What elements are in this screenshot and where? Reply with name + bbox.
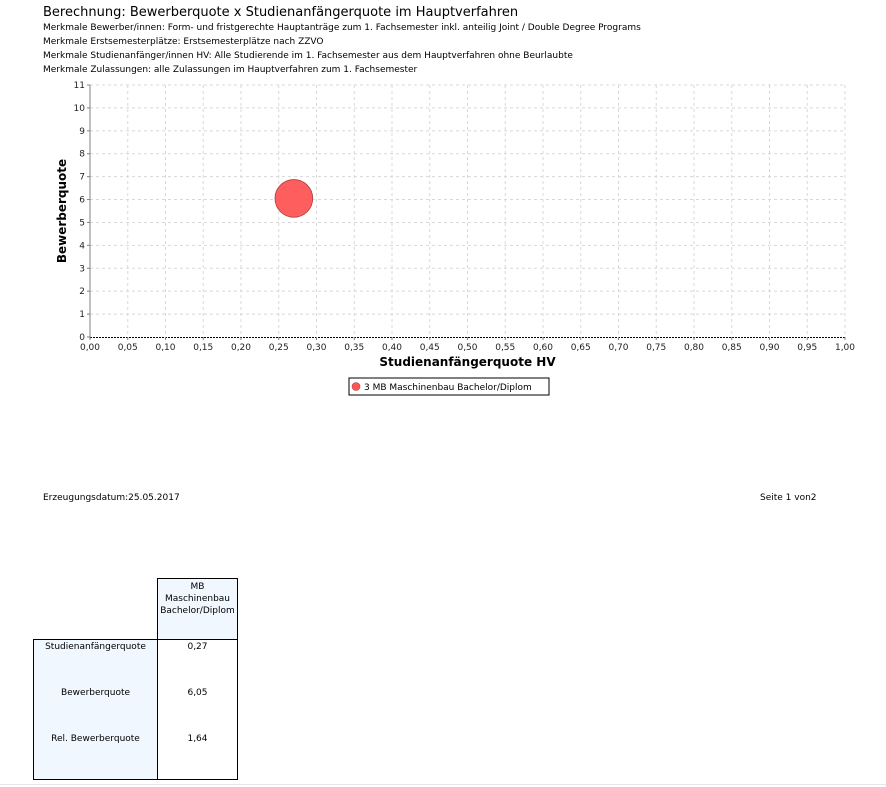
x-tick-label: 0,85 [722, 343, 742, 353]
y-tick-label: 4 [79, 241, 85, 251]
x-tick-label: 0,10 [155, 343, 175, 353]
x-tick-label: 0,80 [684, 343, 704, 353]
x-tick-label: 0,90 [759, 343, 779, 353]
x-tick-label: 0,20 [231, 343, 251, 353]
legend-box [348, 377, 550, 396]
page-number: Seite 1 von2 [760, 493, 817, 503]
x-tick-label: 0,35 [344, 343, 364, 353]
y-tick-label: 8 [79, 150, 85, 160]
value-bewerberquote: 6,05 [187, 688, 208, 698]
y-tick-label: 10 [74, 104, 86, 114]
bubble-chart: 0 1 2 3 4 5 6 7 8 9 10 11 0,00 0,05 0,10 0,15 0,20 0,25 0,… [55, 81, 855, 396]
x-tick-label: 0,70 [608, 343, 628, 353]
table-values: 0,27 6,05 1,64 [157, 639, 238, 780]
x-tick-label: 0,45 [420, 343, 440, 353]
y-tick-label: 11 [74, 81, 85, 91]
x-tick-label: 1,00 [835, 343, 855, 353]
meta-line-beginners: Merkmale Studienanfänger/innen HV: Alle … [43, 51, 573, 61]
x-tick-label: 0,30 [306, 343, 326, 353]
page-bottom-divider [0, 784, 886, 785]
creation-date: Erzeugungsdatum:25.05.2017 [43, 493, 180, 503]
row-label-rel-bewerberquote: Rel. Bewerberquote [51, 734, 140, 744]
column-header-line: Bachelor/Diplom [160, 606, 235, 616]
value-studienanfaengerquote: 0,27 [187, 642, 208, 652]
meta-line-admissions: Merkmale Zulassungen: alle Zulassungen i… [43, 65, 418, 75]
x-tick-label: 0,75 [646, 343, 666, 353]
x-tick-label: 0,55 [495, 343, 515, 353]
x-tick-label: 0,65 [571, 343, 591, 353]
x-tick-label: 0,25 [269, 343, 289, 353]
x-tick-label: 0,05 [118, 343, 138, 353]
table-row-labels: Studienanfängerquote Bewerberquote Rel. … [33, 639, 158, 780]
y-axis-label: Bewerberquote [55, 159, 69, 263]
y-tick-label: 3 [79, 264, 85, 274]
value-rel-bewerberquote: 1,64 [187, 734, 208, 744]
x-tick-label: 0,50 [457, 343, 477, 353]
y-tick-label: 9 [79, 127, 85, 137]
table-column-header: MB Maschinenbau Bachelor/Diplom [157, 578, 238, 640]
y-tick-label: 6 [79, 196, 85, 206]
y-tick-label: 2 [79, 287, 85, 297]
y-tick-label: 7 [79, 173, 85, 183]
x-tick-label: 0,60 [533, 343, 553, 353]
column-header-line: Maschinenbau [165, 594, 230, 604]
y-tick-label: 1 [79, 310, 85, 320]
meta-line-places: Merkmale Erstsemesterplätze: Erstsemeste… [43, 37, 324, 47]
page-title: Berechnung: Bewerberquote x Studienanfän… [43, 5, 519, 20]
x-tick-label: 0,95 [797, 343, 817, 353]
y-tick-label: 5 [79, 218, 85, 228]
x-tick-label: 0,00 [80, 343, 100, 353]
y-tick-label: 0 [79, 333, 85, 343]
row-label-bewerberquote: Bewerberquote [60, 688, 131, 698]
data-point-bubble [274, 179, 314, 218]
column-header-line: MB [190, 582, 205, 592]
row-label-studienanfaengerquote: Studienanfängerquote [45, 642, 146, 652]
x-axis-label: Studienanfängerquote HV [379, 355, 556, 369]
legend-marker [351, 382, 361, 391]
meta-line-applicants: Merkmale Bewerber/innen: Form- und frist… [43, 23, 641, 33]
legend-label: 3 MB Maschinenbau Bachelor/Diplom [364, 383, 532, 393]
x-tick-label: 0,40 [382, 343, 402, 353]
x-tick-label: 0,15 [193, 343, 213, 353]
